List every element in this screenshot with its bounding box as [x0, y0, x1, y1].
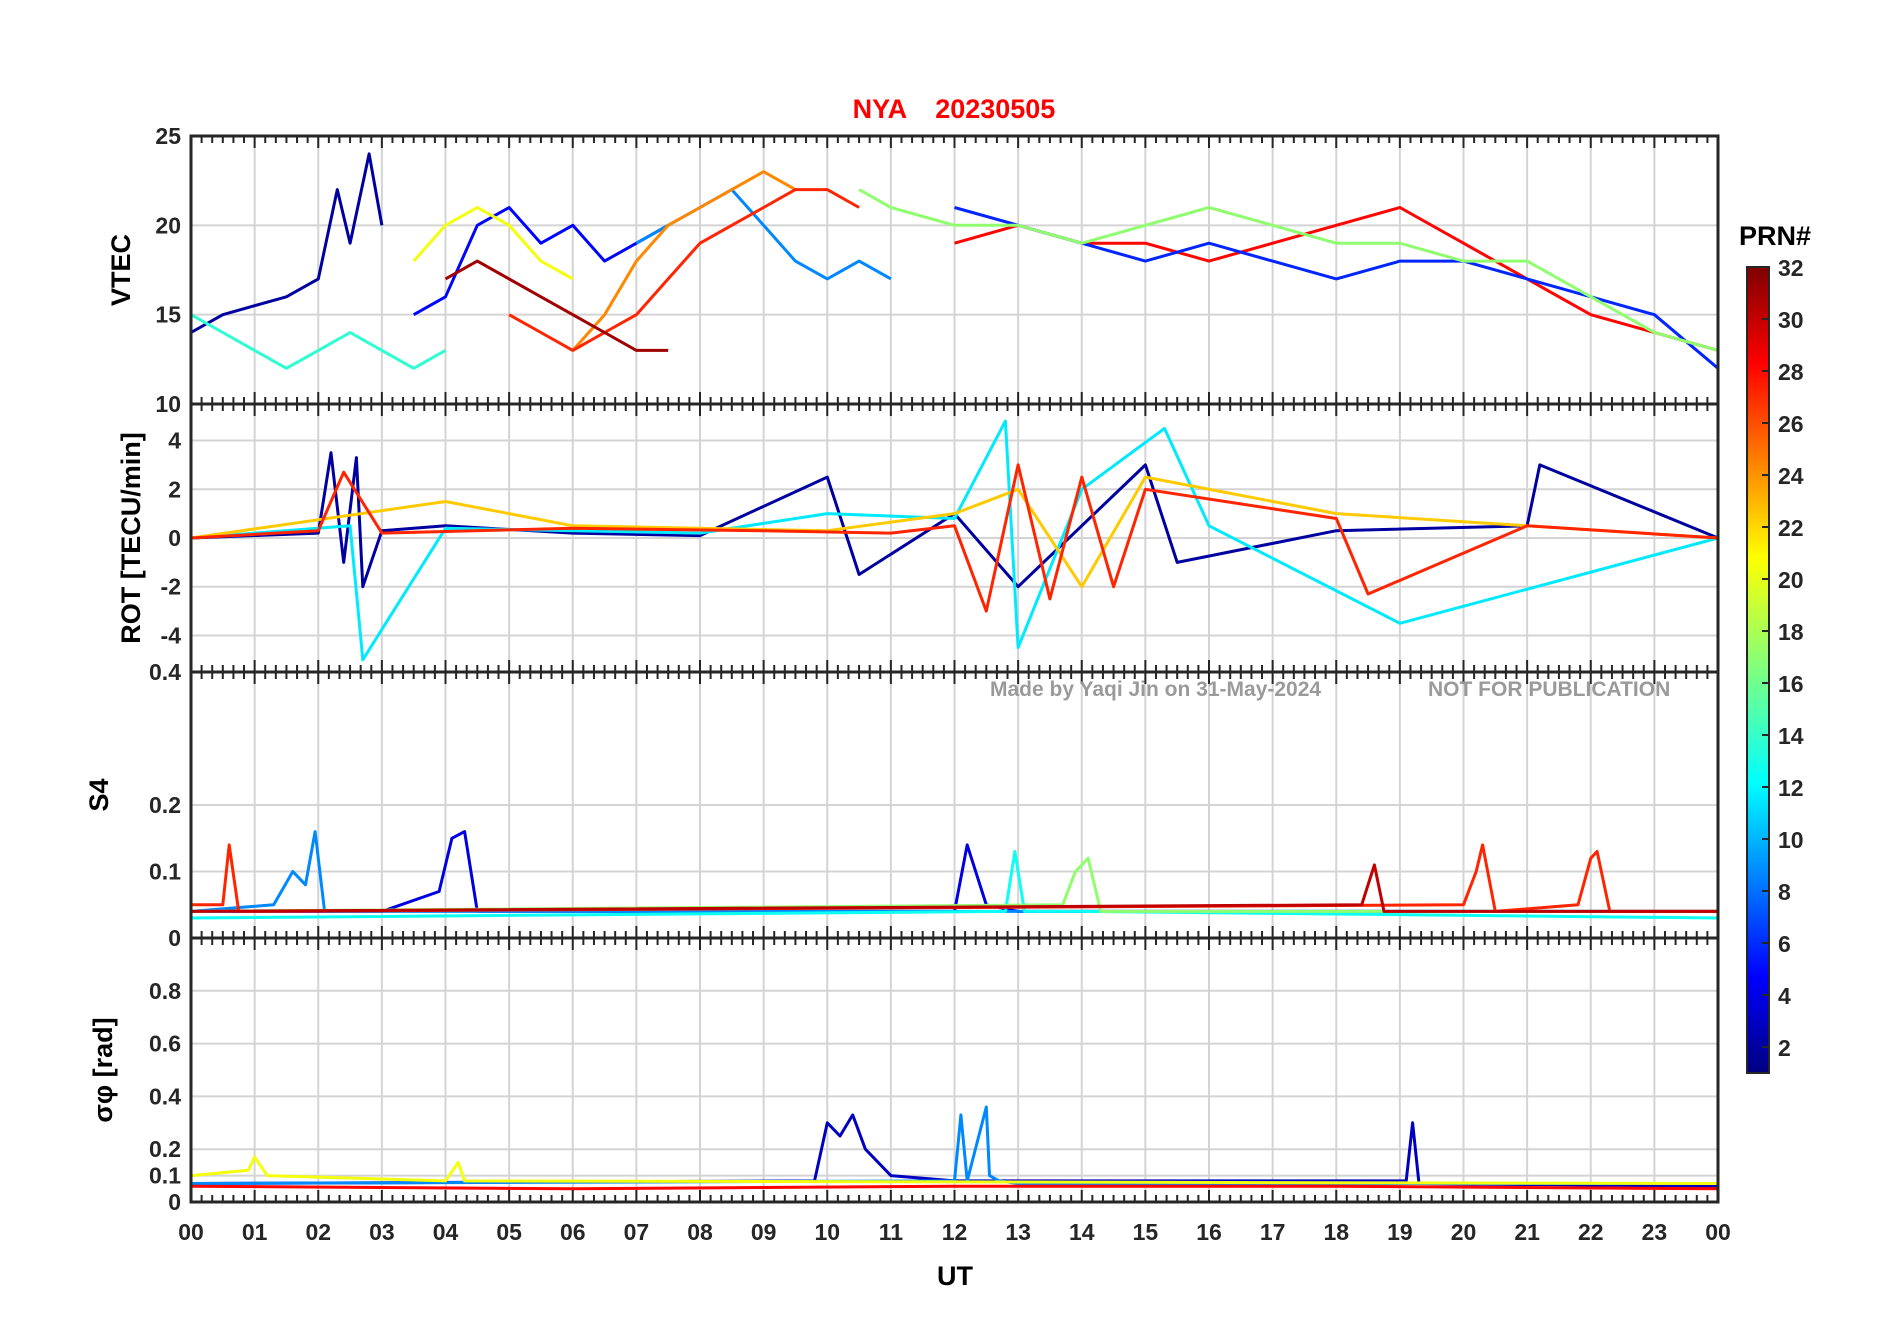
series-prn-24	[571, 170, 797, 352]
colorbar-tick-label: 26	[1778, 411, 1804, 437]
x-tick-label: 11	[879, 1219, 904, 1245]
series-prn-20	[190, 1155, 1719, 1185]
x-tick-label: 23	[1642, 1219, 1668, 1245]
series-prn-31	[444, 259, 669, 352]
series-prn-3	[190, 1113, 1719, 1188]
series-prn-27	[508, 188, 860, 352]
series-prn-2	[190, 152, 384, 334]
panel-rot: -4 -2 0 2 4 ROT [TECU/min]	[116, 402, 1720, 674]
x-tick-label: 19	[1387, 1219, 1413, 1245]
series-prn-2	[190, 451, 1719, 589]
y-tick-label: 0.1	[149, 859, 181, 885]
colorbar-tick-label: 10	[1778, 827, 1804, 853]
y-axis-label-vtec: VTEC	[106, 234, 136, 306]
colorbar-tick-label: 22	[1778, 515, 1804, 541]
x-tick-label: 02	[305, 1219, 331, 1245]
colorbar-tick-label: 6	[1778, 931, 1791, 957]
y-tick-label: 0	[168, 925, 181, 951]
y-tick-label: 0.1	[149, 1163, 181, 1189]
series-prn-22	[190, 475, 1719, 589]
y-tick-label: 0.4	[149, 1083, 181, 1109]
chart-title: NYA 20230505	[853, 94, 1056, 124]
colorbar-tick-label: 8	[1778, 879, 1791, 905]
x-tick-label: 17	[1260, 1219, 1286, 1245]
x-tick-label: 22	[1578, 1219, 1604, 1245]
x-tick-label: 01	[242, 1219, 268, 1245]
colorbar-tick-label: 18	[1778, 619, 1804, 645]
x-tick-label: 10	[814, 1219, 840, 1245]
y-tick-label: 0.8	[149, 978, 181, 1004]
y-tick-label: -2	[161, 574, 181, 600]
x-tick-label: 20	[1451, 1219, 1477, 1245]
x-tick-label: 16	[1196, 1219, 1222, 1245]
series-prn-14	[190, 313, 447, 370]
x-axis-label: UT	[937, 1261, 973, 1291]
x-tick-label: 06	[560, 1219, 586, 1245]
y-tick-label: 10	[155, 391, 181, 417]
series-prn-20	[412, 206, 574, 281]
series-prn-30	[190, 863, 1718, 913]
x-tick-label: 18	[1323, 1219, 1349, 1245]
colorbar-tick-label: 12	[1778, 775, 1804, 801]
colorbar-tick-label: 16	[1778, 671, 1804, 697]
x-tick-label: 05	[496, 1219, 522, 1245]
y-tick-label: 0.2	[149, 792, 181, 818]
watermark-notice: NOT FOR PUBLICATION	[1428, 678, 1670, 701]
y-tick-label: 0.4	[149, 659, 181, 685]
x-tick-labels: 00 01 02 03 04 05 06 07 08 09 10 11 12 13 14 15 16 17 18 19…	[178, 1219, 1731, 1245]
x-tick-label: 03	[369, 1219, 395, 1245]
colorbar-tick-label: 24	[1778, 463, 1804, 489]
y-tick-label: 20	[155, 212, 181, 238]
y-tick-label: 0	[168, 1189, 181, 1215]
x-tick-label: 00	[1705, 1219, 1731, 1245]
y-axis-label-rot: ROT [TECU/min]	[116, 432, 146, 643]
series-prn-12	[190, 419, 1719, 662]
y-tick-label: 0	[168, 525, 181, 551]
x-tick-label: 00	[178, 1219, 204, 1245]
title-station: NYA	[853, 94, 908, 124]
colorbar-tick-label: 32	[1778, 255, 1804, 281]
colorbar-tick-label: 4	[1778, 983, 1791, 1009]
x-tick-label: 09	[751, 1219, 777, 1245]
watermark-author: Made by Yaqi Jin on 31-May-2024	[990, 678, 1321, 701]
series-prn-28	[190, 1184, 1719, 1191]
colorbar-tick-label: 2	[1778, 1035, 1791, 1061]
x-tick-label: 08	[687, 1219, 713, 1245]
colorbar-tick-label: 30	[1778, 307, 1804, 333]
x-tick-label: 21	[1514, 1219, 1540, 1245]
colorbar-tick-label: 14	[1778, 723, 1804, 749]
panel-s4: 0 0.1 0.2 0.4 S4	[84, 659, 1720, 951]
y-tick-label: 4	[168, 428, 181, 454]
colorbar-tick-label: 28	[1778, 359, 1804, 385]
series-prn-27	[191, 843, 1718, 913]
panel-vtec: 10 15 20 25 VTEC	[106, 123, 1720, 417]
y-axis-label-s4: S4	[84, 778, 114, 811]
x-tick-label: 12	[942, 1219, 968, 1245]
x-tick-label: 14	[1069, 1219, 1095, 1245]
y-tick-label: 15	[155, 302, 181, 328]
y-axis-label-sigma_phi: σφ [rad]	[88, 1017, 118, 1122]
x-tick-label: 07	[624, 1219, 650, 1245]
colorbar-label: PRN#	[1739, 221, 1811, 251]
series-prn-27	[190, 463, 1719, 613]
x-tick-label: 13	[1005, 1219, 1031, 1245]
y-tick-label: -4	[161, 622, 182, 648]
panel-sigma_phi: 00.10.2 0.4 0.6 0.8 σφ [rad]	[88, 936, 1720, 1215]
x-tick-label: 04	[433, 1219, 459, 1245]
series-prn-17	[858, 188, 1719, 352]
colorbar-tick-label: 20	[1778, 567, 1804, 593]
y-tick-label: 25	[155, 123, 181, 149]
title-date: 20230505	[935, 94, 1055, 124]
x-tick-label: 15	[1133, 1219, 1159, 1245]
y-tick-label: 0.2	[149, 1136, 181, 1162]
y-tick-label: 2	[168, 476, 181, 502]
y-tick-label: 0.6	[149, 1031, 181, 1057]
colorbar	[1746, 266, 1770, 1074]
